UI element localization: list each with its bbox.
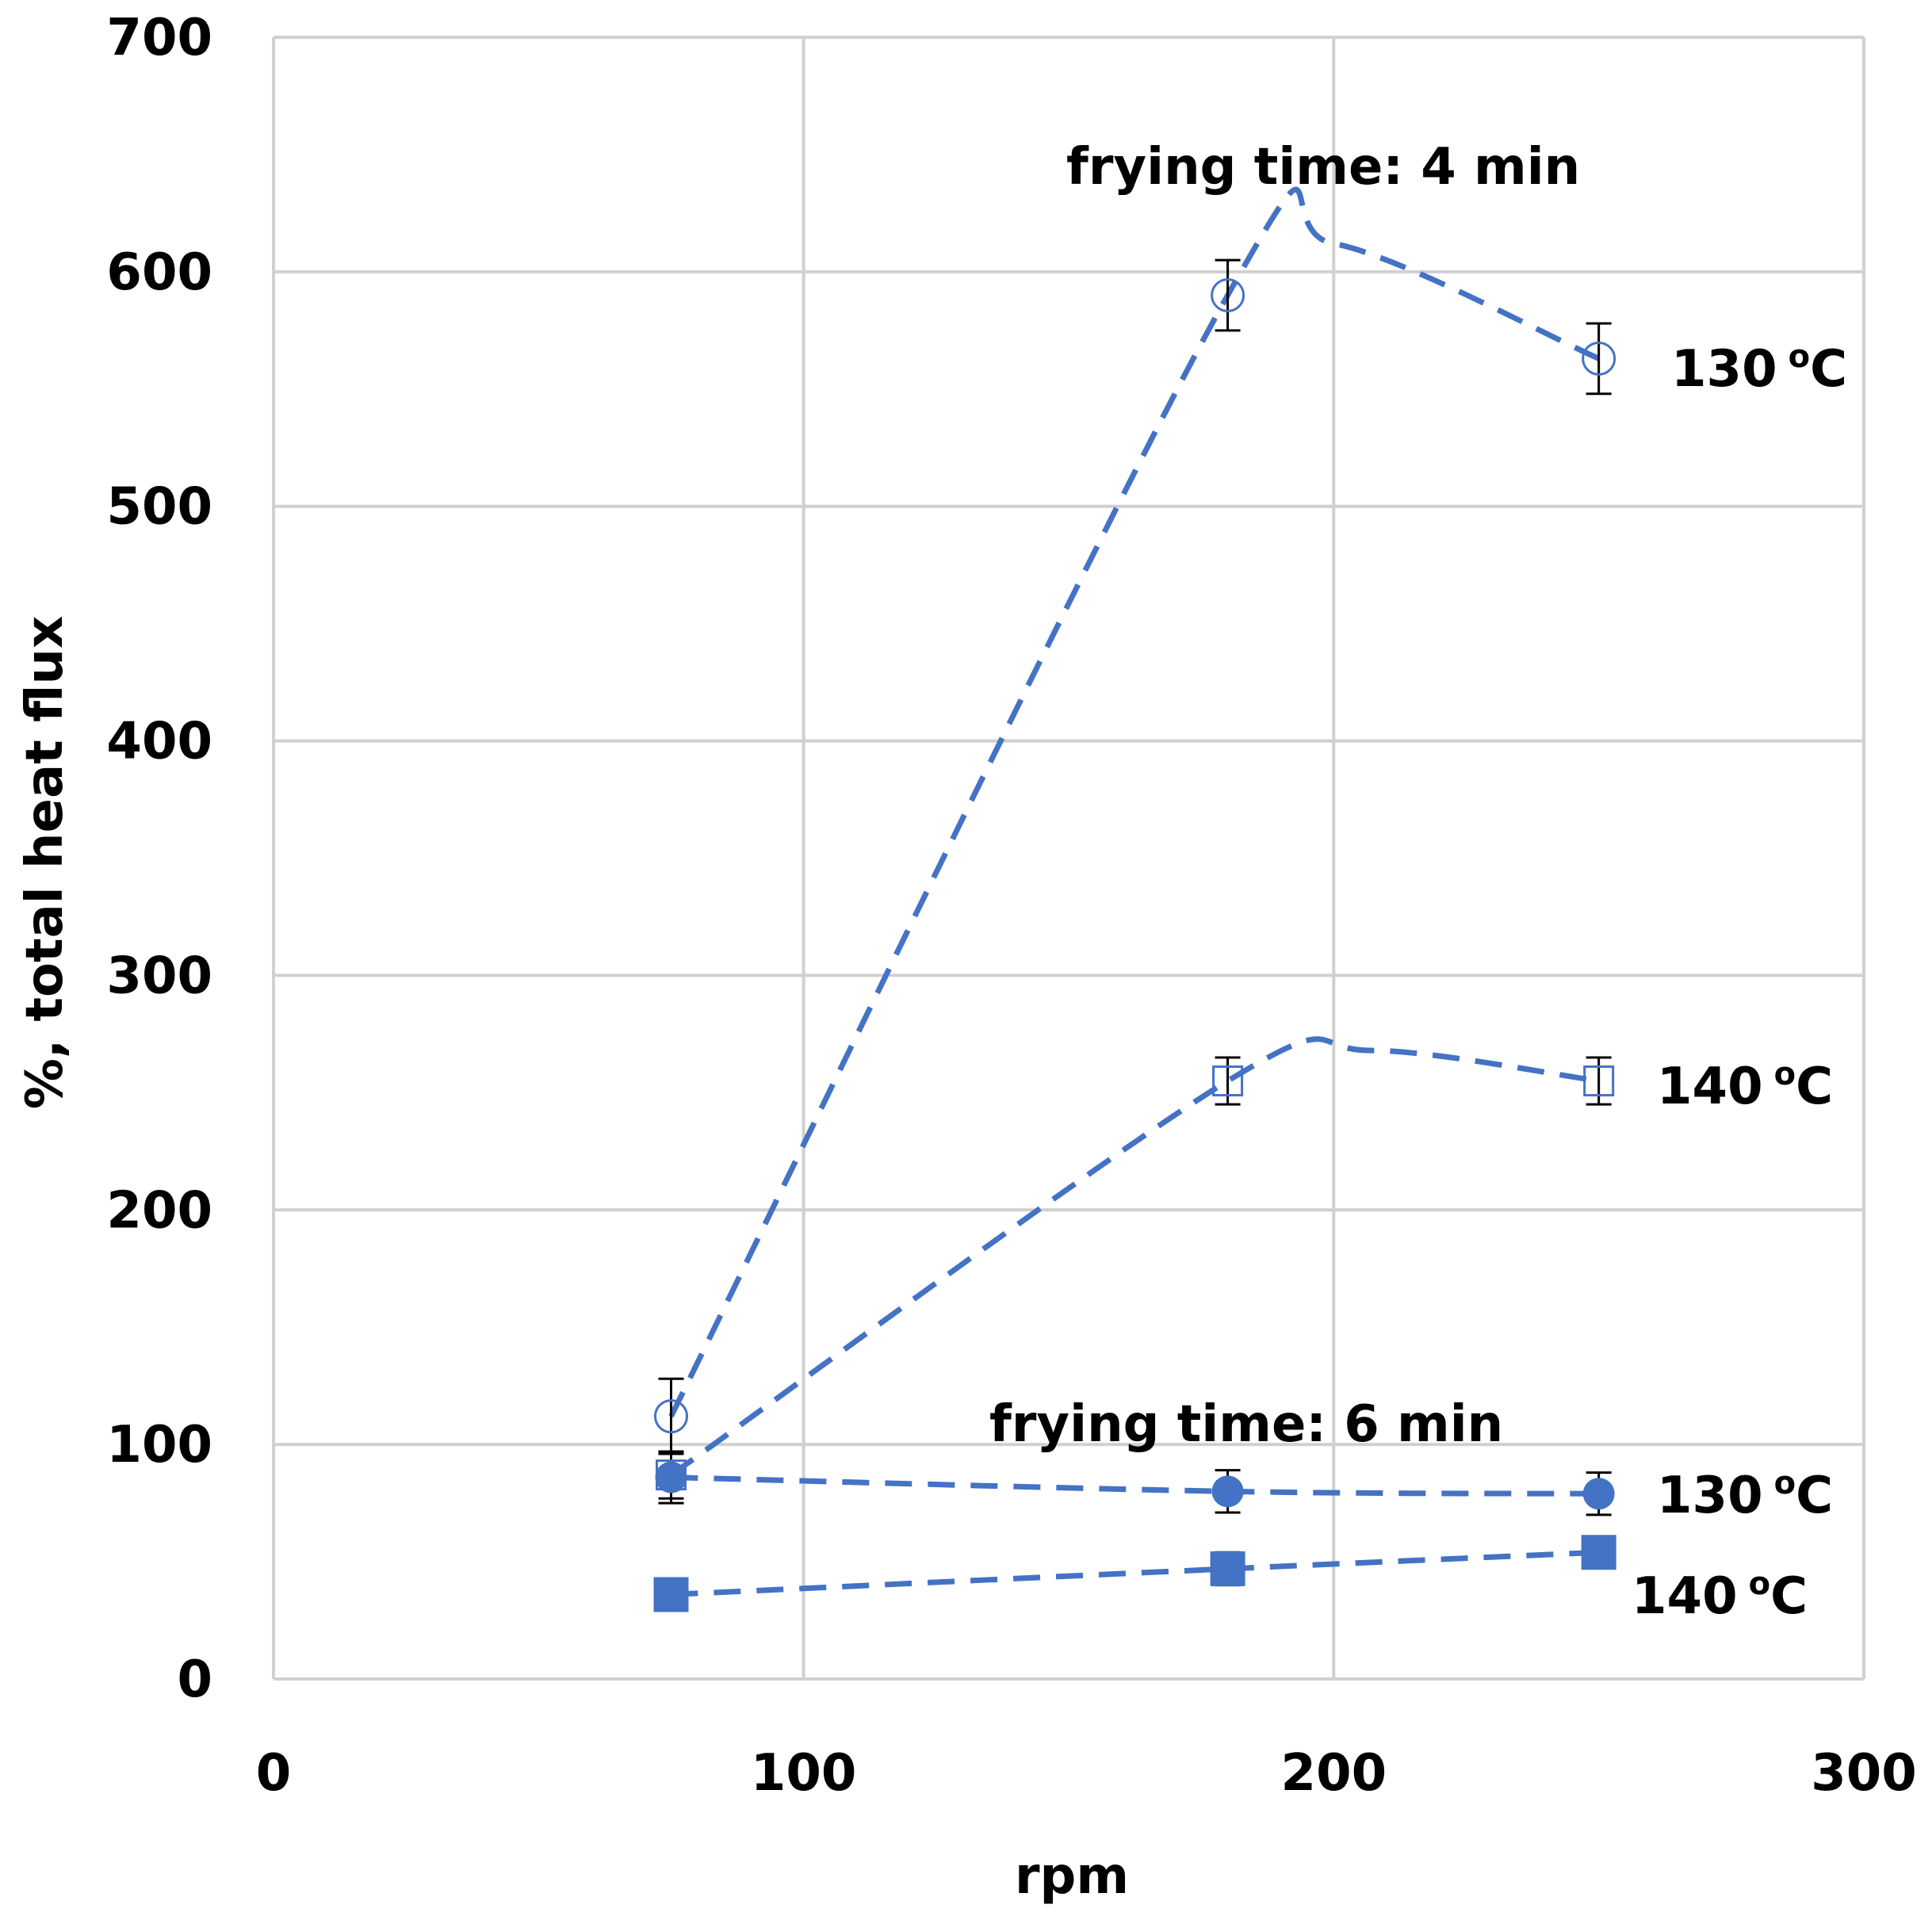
annotation-frying-time-4: frying time: 4 min — [1066, 138, 1580, 197]
data-point — [654, 1399, 688, 1434]
y-axis-title: %, total heat flux — [16, 616, 75, 1110]
data-point — [1211, 277, 1245, 312]
data-point — [1210, 1551, 1245, 1586]
x-axis-title: rpm — [1015, 1847, 1129, 1906]
label-130-time6: 130 oC — [1657, 1465, 1833, 1525]
series-curve — [671, 1549, 1599, 1597]
grid-layer — [272, 36, 1865, 1681]
y-tick-label: 0 — [177, 1650, 212, 1709]
data-point — [1582, 341, 1616, 376]
label-140-time4: 140 oC — [1657, 1056, 1833, 1116]
data-point — [1582, 1478, 1615, 1510]
y-tick-label: 200 — [106, 1181, 212, 1240]
x-tick-label: 100 — [751, 1744, 857, 1803]
tick-layer: 0 100 200 300 400 500 600 700 0 100 200 300 — [106, 9, 1916, 1803]
y-tick-label: 100 — [106, 1416, 212, 1474]
label-130-time4: 130 oC — [1671, 338, 1847, 399]
y-tick-label: 300 — [106, 947, 212, 1005]
y-tick-label: 500 — [106, 478, 212, 537]
data-point — [1583, 1065, 1615, 1097]
series-curve — [671, 1474, 1599, 1497]
x-tick-label: 0 — [256, 1744, 292, 1803]
y-tick-label: 700 — [106, 9, 212, 67]
annotation-frying-time-6: frying time: 6 min — [989, 1395, 1503, 1454]
marker-layer — [653, 277, 1616, 1612]
data-point — [1211, 1475, 1244, 1508]
data-point — [653, 1577, 689, 1612]
x-tick-label: 200 — [1281, 1744, 1387, 1803]
series-curve — [668, 186, 1601, 1418]
curve-layer — [668, 186, 1601, 1597]
data-point — [1581, 1535, 1616, 1570]
x-tick-label: 300 — [1811, 1744, 1917, 1803]
data-point — [1212, 1065, 1244, 1097]
y-tick-label: 400 — [106, 713, 212, 771]
label-140-time6: 140 oC — [1632, 1566, 1808, 1626]
series-curve — [669, 1036, 1600, 1478]
data-point — [655, 1461, 687, 1494]
y-tick-label: 600 — [106, 243, 212, 302]
